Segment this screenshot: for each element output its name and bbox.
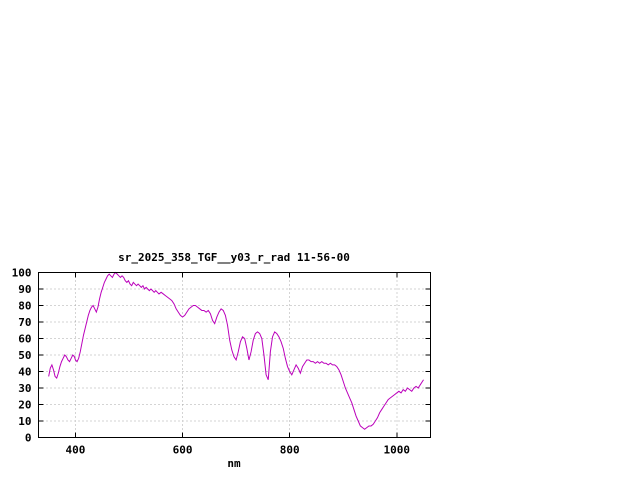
- x-tick-label: 800: [280, 444, 300, 457]
- x-tick-label: 600: [173, 444, 193, 457]
- x-tick-label: 400: [66, 444, 86, 457]
- y-tick-label: 60: [18, 333, 31, 346]
- y-tick-label: 90: [18, 283, 31, 296]
- y-tick-label: 100: [12, 267, 32, 280]
- y-tick-label: 30: [18, 382, 31, 395]
- x-axis-label: nm: [227, 457, 241, 470]
- y-tick-label: 40: [18, 366, 31, 379]
- y-tick-label: 50: [18, 349, 31, 362]
- chart-title: sr_2025_358_TGF__y03_r_rad 11-56-00: [118, 251, 350, 264]
- y-tick-label: 10: [18, 415, 31, 428]
- y-tick-label: 80: [18, 300, 31, 313]
- y-tick-label: 70: [18, 316, 31, 329]
- series-line-spectral-radiance: [48, 271, 424, 430]
- x-tick-label: 1000: [384, 444, 411, 457]
- y-tick-label: 0: [25, 432, 32, 445]
- y-tick-label: 20: [18, 399, 31, 412]
